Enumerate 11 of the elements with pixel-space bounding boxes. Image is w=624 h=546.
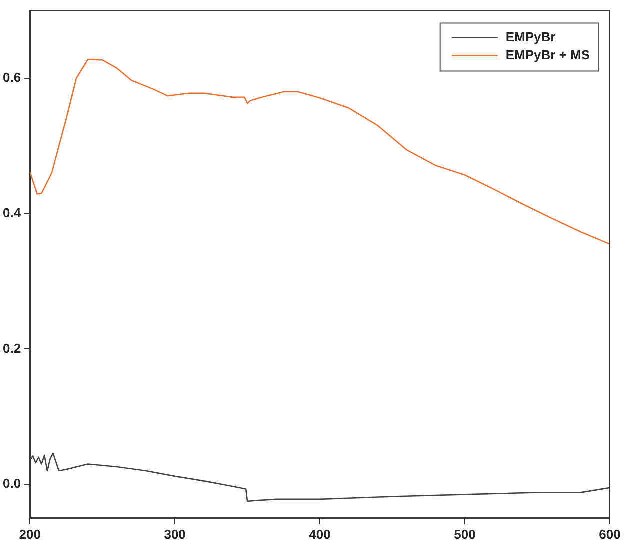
y-tick-label: 0.2 — [2, 340, 22, 356]
y-tick-label: 0.4 — [2, 205, 22, 220]
x-tick-label: 200 — [19, 526, 41, 542]
x-tick-label: 400 — [309, 526, 331, 542]
x-tick-label: 600 — [599, 526, 621, 542]
x-tick-label: 500 — [454, 526, 476, 542]
y-tick-label: 0.6 — [2, 70, 22, 86]
x-tick-label: 300 — [164, 526, 186, 542]
y-tick-label: 0.0 — [2, 476, 22, 492]
legend-label: EMPyBr + MS — [506, 47, 590, 62]
legend-label: EMPyBr — [506, 29, 556, 44]
